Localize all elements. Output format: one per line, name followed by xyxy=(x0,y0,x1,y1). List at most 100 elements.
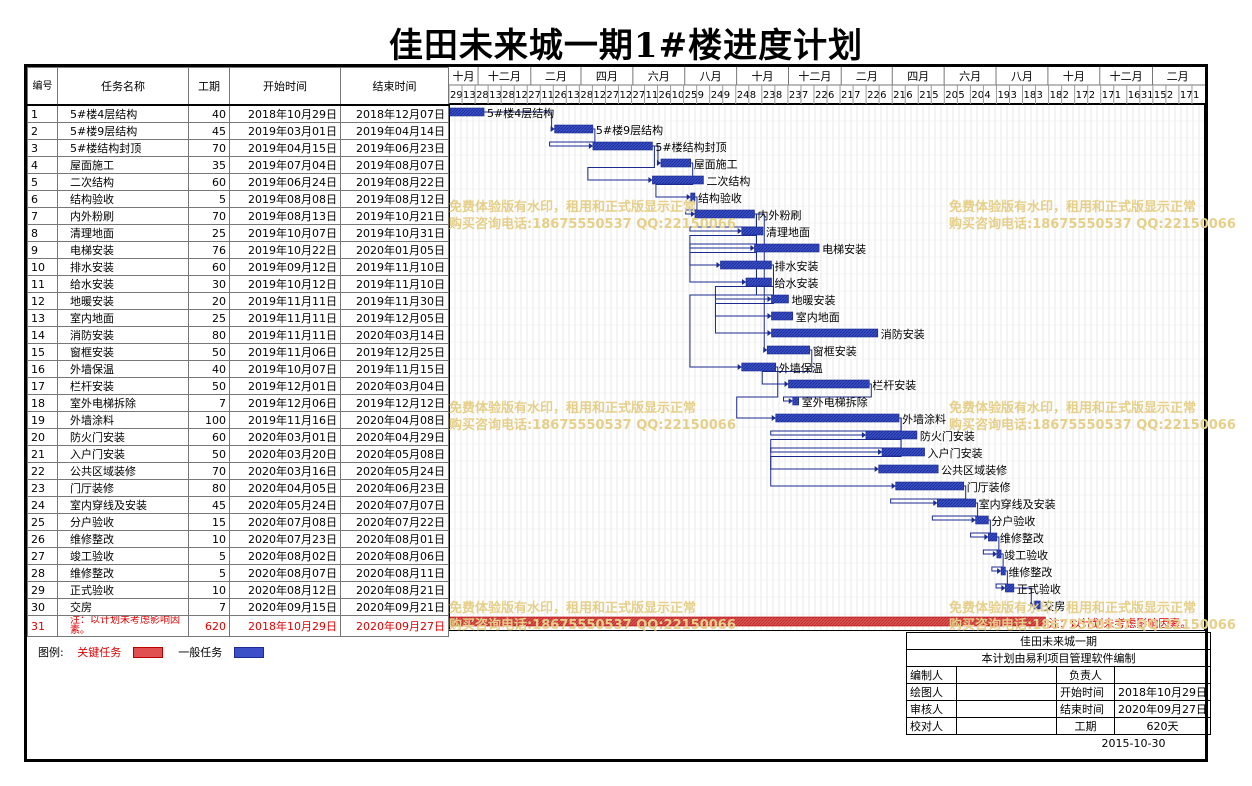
day-label: 21 xyxy=(893,90,906,101)
dependency-arrowhead xyxy=(784,381,789,387)
table-row[interactable]: 17 栏杆安装 50 2019年12月01日 2020年03月04日 xyxy=(27,377,449,395)
table-row[interactable]: 31 注：以计划未考虑影响因素。 620 2018年10月29日 2020年09月27日 xyxy=(27,615,449,637)
task-bar-label: 电梯安装 xyxy=(822,242,866,256)
cell-id: 15 xyxy=(27,343,58,361)
task-bar xyxy=(754,243,820,253)
dependency-arrowhead xyxy=(690,211,695,217)
cell-end: 2019年11月30日 xyxy=(340,292,449,310)
cell-end: 2019年12月12日 xyxy=(340,394,449,412)
cell-name: 外墙涂料 xyxy=(57,411,189,429)
table-row[interactable]: 13 室内地面 25 2019年11月11日 2019年12月05日 xyxy=(27,309,449,327)
day-label: 1 xyxy=(1115,90,1121,101)
cell-id: 30 xyxy=(27,598,58,616)
day-label: 28 xyxy=(476,90,489,101)
cell-id: 14 xyxy=(27,326,58,344)
month-label: 二月 xyxy=(545,70,567,83)
table-row[interactable]: 8 清理地面 25 2019年10月07日 2019年10月31日 xyxy=(27,224,449,242)
cell-start: 2019年10月07日 xyxy=(229,360,341,378)
table-row[interactable]: 22 公共区域装修 70 2020年03月16日 2020年05月24日 xyxy=(27,462,449,480)
table-row[interactable]: 30 交房 7 2020年09月15日 2020年09月21日 xyxy=(27,598,449,616)
table-row[interactable]: 21 入户门安装 50 2020年03月20日 2020年05月08日 xyxy=(27,445,449,463)
cell-id: 27 xyxy=(27,547,58,565)
table-row[interactable]: 5 二次结构 60 2019年06月24日 2019年08月22日 xyxy=(27,173,449,191)
table-row[interactable]: 9 电梯安装 76 2019年10月22日 2020年01月05日 xyxy=(27,241,449,259)
task-bar-label: 结构验收 xyxy=(698,191,742,205)
task-bar-label: 分户验收 xyxy=(991,514,1035,528)
table-row[interactable]: 4 屋面施工 35 2019年07月04日 2019年08月07日 xyxy=(27,156,449,174)
cell-start: 2018年10月29日 xyxy=(229,615,341,637)
cell-start: 2019年12月06日 xyxy=(229,394,341,412)
table-row[interactable]: 19 外墙涂料 100 2019年11月16日 2020年04月08日 xyxy=(27,411,449,429)
dependency-link xyxy=(931,502,979,521)
cell-duration: 5 xyxy=(188,190,230,208)
table-row[interactable]: 16 外墙保温 40 2019年10月07日 2019年11月15日 xyxy=(27,360,449,378)
table-row[interactable]: 11 给水安装 30 2019年10月12日 2019年11月10日 xyxy=(27,275,449,293)
month-label: 八月 xyxy=(700,70,722,83)
table-row[interactable]: 25 分户验收 15 2020年07月08日 2020年07月22日 xyxy=(27,513,449,531)
day-label: 6 xyxy=(906,90,912,101)
col-header-end: 结束时间 xyxy=(340,67,449,106)
table-row[interactable]: 18 室外电梯拆除 7 2019年12月06日 2019年12月12日 xyxy=(27,394,449,412)
info-reviewer-label: 审核人 xyxy=(906,700,957,718)
table-row[interactable]: 15 窗框安装 50 2019年11月06日 2019年12月25日 xyxy=(27,343,449,361)
table-row[interactable]: 23 门厅装修 80 2020年04月05日 2020年06月23日 xyxy=(27,479,449,497)
cell-name: 注：以计划未考虑影响因素。 xyxy=(57,615,189,637)
day-label: 25 xyxy=(685,90,698,101)
cell-duration: 60 xyxy=(188,428,230,446)
table-row[interactable]: 10 排水安装 60 2019年09月12日 2019年11月10日 xyxy=(27,258,449,276)
day-label: 22 xyxy=(867,90,880,101)
cell-name: 防火门安装 xyxy=(57,428,189,446)
cell-id: 10 xyxy=(27,258,58,276)
day-label: 12 xyxy=(593,90,606,101)
table-row[interactable]: 6 结构验收 5 2019年08月08日 2019年08月12日 xyxy=(27,190,449,208)
day-label: 6 xyxy=(880,90,886,101)
cell-start: 2019年09月12日 xyxy=(229,258,341,276)
cell-end: 2019年04月14日 xyxy=(340,122,449,140)
table-row[interactable]: 24 室内穿线及安装 45 2020年05月24日 2020年07月07日 xyxy=(27,496,449,514)
table-row[interactable]: 26 维修整改 10 2020年07月23日 2020年08月01日 xyxy=(27,530,449,548)
table-row[interactable]: 28 维修整改 5 2020年08月07日 2020年08月11日 xyxy=(27,564,449,582)
cell-id: 3 xyxy=(27,139,58,157)
cell-start: 2019年03月01日 xyxy=(229,122,341,140)
cell-start: 2020年08月12日 xyxy=(229,581,341,599)
dependency-link xyxy=(655,162,694,198)
cell-duration: 7 xyxy=(188,394,230,412)
table-row[interactable]: 3 5#楼结构封顶 70 2019年04月15日 2019年06月23日 xyxy=(27,139,449,157)
cell-duration: 35 xyxy=(188,156,230,174)
table-row[interactable]: 20 防火门安装 60 2020年03月01日 2020年04月29日 xyxy=(27,428,449,446)
day-label: 26 xyxy=(659,90,672,101)
day-label: 26 xyxy=(554,90,567,101)
cell-name: 结构验收 xyxy=(57,190,189,208)
cell-start: 2020年09月15日 xyxy=(229,598,341,616)
cell-end: 2018年12月07日 xyxy=(340,104,449,123)
table-row[interactable]: 12 地暖安装 20 2019年11月11日 2019年11月30日 xyxy=(27,292,449,310)
cell-duration: 45 xyxy=(188,122,230,140)
legend-critical-label: 关键任务 xyxy=(77,646,122,659)
cell-name: 维修整改 xyxy=(57,564,189,582)
day-label: 24 xyxy=(711,90,724,101)
cell-duration: 5 xyxy=(188,547,230,565)
table-row[interactable]: 1 5#楼4层结构 40 2018年10月29日 2018年12月07日 xyxy=(27,104,449,123)
cell-duration: 25 xyxy=(188,224,230,242)
day-label: 2 xyxy=(1063,90,1069,101)
month-label: 八月 xyxy=(1011,70,1033,83)
day-label: 9 xyxy=(724,90,730,101)
table-row[interactable]: 2 5#楼9层结构 45 2019年03月01日 2019年04月14日 xyxy=(27,122,449,140)
task-bar xyxy=(745,277,772,287)
task-bar-label: 室内穿线及安装 xyxy=(979,497,1056,511)
month-label: 四月 xyxy=(907,70,929,83)
info-duration-value: 620天 xyxy=(1114,717,1211,735)
task-bar xyxy=(592,141,653,151)
table-row[interactable]: 29 正式验收 10 2020年08月12日 2020年08月21日 xyxy=(27,581,449,599)
day-label: 1 xyxy=(1193,90,1199,101)
table-row[interactable]: 27 竣工验收 5 2020年08月02日 2020年08月06日 xyxy=(27,547,449,565)
day-label: 5 xyxy=(932,90,938,101)
cell-duration: 25 xyxy=(188,309,230,327)
table-row[interactable]: 7 内外粉刷 70 2019年08月13日 2019年10月21日 xyxy=(27,207,449,225)
cell-name: 窗框安装 xyxy=(57,343,189,361)
info-reviewer-value xyxy=(956,700,1057,718)
info-software: 本计划由易利项目管理软件编制 xyxy=(906,649,1211,667)
table-row[interactable]: 14 消防安装 80 2019年11月11日 2020年03月14日 xyxy=(27,326,449,344)
dependency-arrowhead xyxy=(737,364,742,370)
day-label: 9 xyxy=(698,90,704,101)
